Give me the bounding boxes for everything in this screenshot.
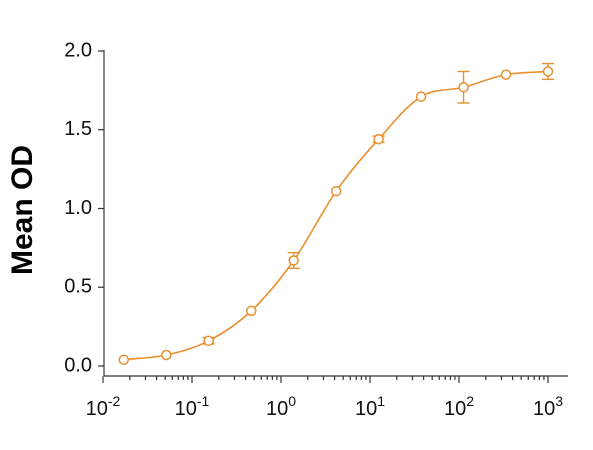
data-point (330, 185, 342, 197)
x-tick-exponent: -1 (197, 393, 210, 409)
y-tick-label: 2.0 (64, 39, 92, 61)
x-tick-label: 101 (355, 393, 385, 420)
y-tick-label: 0.5 (64, 276, 92, 298)
y-tick-label: 1.5 (64, 118, 92, 140)
x-tick-exponent: 1 (377, 393, 385, 409)
data-points (118, 62, 554, 365)
x-tick-base: 10 (175, 398, 197, 420)
y-axis-label: Mean OD (6, 145, 39, 275)
x-tick-base: 10 (355, 398, 377, 420)
data-point (118, 354, 129, 365)
x-tick-exponent: 3 (555, 393, 563, 409)
x-tick-label: 100 (266, 393, 296, 420)
x-tick-base: 10 (86, 398, 108, 420)
x-tick-label: 10-2 (86, 393, 121, 420)
data-point (161, 349, 172, 361)
data-point (288, 255, 299, 266)
y-tick-label: 1.0 (64, 197, 92, 219)
y-tick-label: 0.0 (64, 354, 92, 376)
data-point (203, 335, 214, 347)
fit-curve (123, 70, 549, 361)
x-tick-exponent: 0 (288, 393, 296, 409)
data-point (500, 69, 512, 80)
data-point (415, 91, 427, 102)
x-tick-base: 10 (533, 398, 555, 420)
data-point (373, 133, 384, 145)
y-axis-ticks: 0.0 0.5 1.0 1.5 2.0 (64, 39, 104, 376)
data-point (458, 81, 469, 93)
x-tick-exponent: -2 (108, 393, 121, 409)
data-point (542, 66, 554, 77)
x-axis-ticks: 10-2 10-1 100 101 102 103 (86, 376, 563, 420)
x-tick-exponent: 2 (466, 393, 474, 409)
x-tick-label: 103 (533, 393, 563, 420)
data-point (245, 305, 257, 317)
x-tick-label: 10-1 (175, 393, 210, 420)
x-tick-label: 102 (444, 393, 474, 420)
x-tick-base: 10 (266, 398, 288, 420)
x-tick-base: 10 (444, 398, 466, 420)
